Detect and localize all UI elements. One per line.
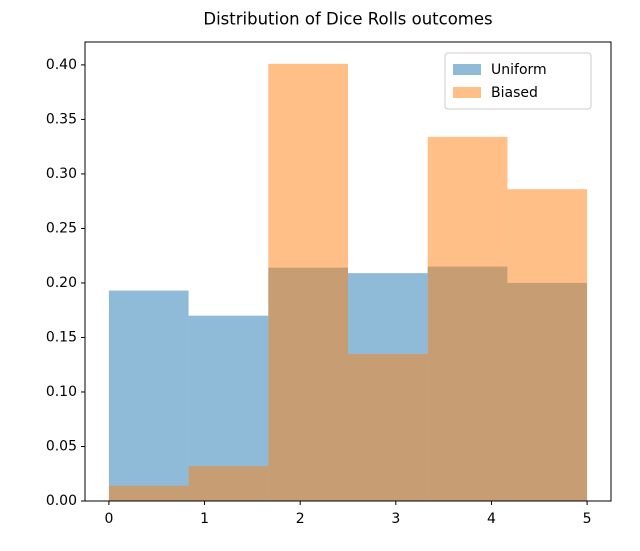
x-tick-label: 4 [487,511,496,527]
legend-box [444,52,592,110]
y-tick-label: 0.15 [46,329,77,345]
axes-frame [84,41,612,502]
y-tick-label: 0.20 [46,275,77,291]
x-tick-label: 0 [104,511,113,527]
x-tick-label: 1 [200,511,209,527]
histogram-bar [348,353,428,501]
legend-swatch [453,87,481,98]
y-tick-label: 0.00 [46,493,77,509]
x-tick-label: 2 [296,511,305,527]
chart-title: Distribution of Dice Rolls outcomes [203,10,492,29]
y-tick-label: 0.25 [46,220,77,236]
y-tick-label: 0.30 [46,166,77,182]
legend-label: Uniform [491,62,547,78]
x-tick-label: 3 [391,511,400,527]
y-tick-label: 0.05 [46,438,77,454]
histogram-bar [108,290,189,501]
histogram-bar [507,189,588,501]
x-tick-label: 5 [583,511,592,527]
histogram-bar [188,466,269,501]
histogram-bar [268,63,348,501]
y-tick-label: 0.10 [46,384,77,400]
y-tick-label: 0.35 [46,111,77,127]
histogram-bar [108,485,189,501]
y-tick-label: 0.40 [46,57,77,73]
histogram-bar [427,136,508,502]
legend-swatch [453,64,481,75]
legend-label: Biased [491,85,538,101]
